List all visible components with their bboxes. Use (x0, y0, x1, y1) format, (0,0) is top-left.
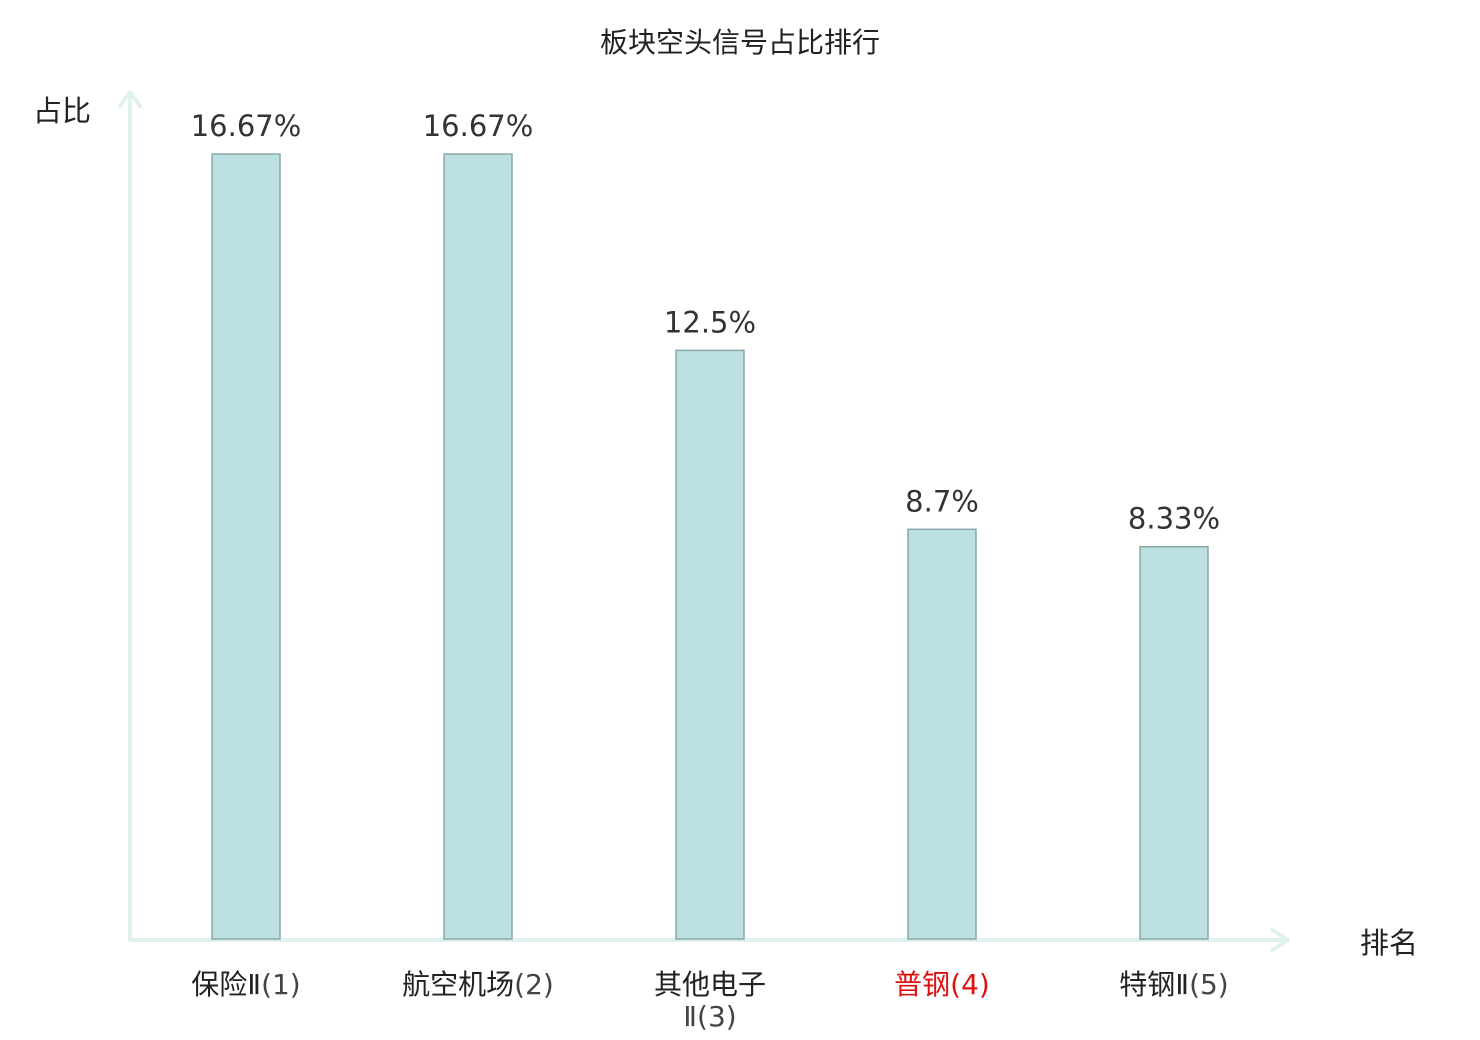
value-labels: 16.67% 16.67% 12.5% 8.7% 8.33% (191, 109, 1220, 536)
category-label-4: 普钢(4) (894, 968, 990, 1001)
value-label-3: 12.5% (664, 305, 756, 339)
y-axis-label: 占比 (33, 94, 91, 128)
bar-4 (907, 528, 977, 940)
bar-3 (675, 349, 745, 940)
value-label-1: 16.67% (191, 109, 302, 143)
chart-title: 板块空头信号占比排行 (600, 26, 880, 59)
y-axis-arrow-icon (118, 90, 142, 108)
x-axis-label: 排名 (1360, 926, 1418, 960)
value-label-5: 8.33% (1128, 502, 1220, 536)
value-label-4: 8.7% (905, 484, 979, 518)
category-label-5: 特钢Ⅱ(5) (1119, 968, 1228, 1001)
category-label-3: 其他电子 Ⅱ(3) (654, 968, 766, 1033)
bar-5 (1139, 545, 1209, 940)
value-label-2: 16.67% (423, 109, 534, 143)
category-label-1: 保险Ⅱ(1) (191, 968, 300, 1001)
category-labels: 保险Ⅱ(1) 航空机场(2) 其他电子 Ⅱ(3) 普钢(4) 特钢Ⅱ(5) (191, 968, 1228, 1033)
axes: 占比 排名 (33, 90, 1418, 960)
category-label-2: 航空机场(2) (402, 968, 554, 1001)
bar-2 (443, 153, 513, 940)
bar-1 (211, 153, 281, 940)
bars (211, 153, 1209, 940)
x-axis-arrow-icon (1270, 928, 1290, 952)
